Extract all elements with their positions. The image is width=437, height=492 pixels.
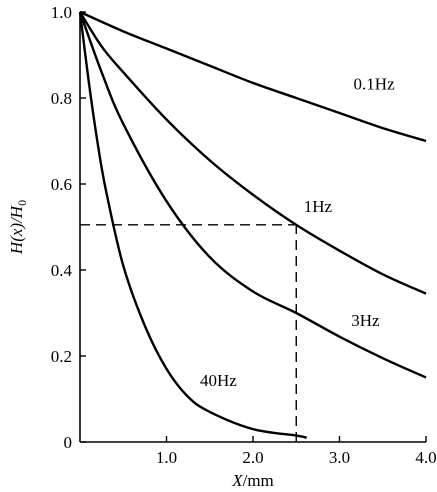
y-tick-label: 0.2 (51, 347, 72, 366)
x-axis-ticks: 1.0 2.0 3.0 4.0 (156, 436, 437, 467)
series-label: 0.1Hz (354, 74, 396, 93)
x-tick-label: 4.0 (415, 448, 436, 467)
y-tick-label: 0.4 (51, 261, 73, 280)
y-tick-label: 1.0 (51, 3, 72, 22)
x-tick-label: 3.0 (329, 448, 350, 467)
series-label: 1Hz (304, 197, 333, 216)
series-label: 40Hz (200, 371, 237, 390)
y-axis-title: H(x)/H0 (7, 200, 29, 255)
series-line-40hz (78, 11, 307, 439)
reference-lines (80, 224, 297, 442)
x-tick-label: 1.0 (156, 448, 177, 467)
series-label: 3Hz (351, 311, 380, 330)
series-line-0-1hz (79, 10, 427, 143)
series-labels: 0.1Hz 1Hz 3Hz 40Hz (200, 74, 395, 390)
y-tick-label: 0 (64, 433, 73, 452)
y-tick-label: 0.8 (51, 89, 72, 108)
series-curves (78, 10, 427, 439)
y-tick-label: 0.6 (51, 175, 72, 194)
series-line-3hz (78, 11, 427, 379)
x-axis-title: X/mm (231, 471, 274, 490)
y-axis-ticks: 0 0.2 0.4 0.6 0.8 1.0 (51, 3, 86, 452)
x-tick-label: 2.0 (242, 448, 263, 467)
series-line-1hz (78, 11, 427, 295)
